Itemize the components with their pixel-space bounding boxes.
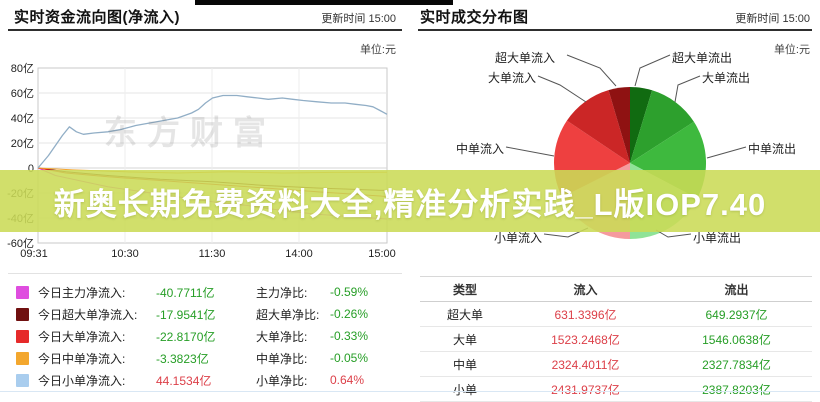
svg-text:10:30: 10:30 — [111, 248, 139, 260]
cell-type: 中单 — [452, 357, 477, 372]
table-row-xl: 超大单 631.3396亿 649.2937亿 — [420, 302, 812, 327]
medium-net-label: 今日中单净流入: — [38, 351, 126, 366]
svg-text:20亿: 20亿 — [11, 137, 34, 150]
cell-inflow: 1523.2468亿 — [551, 332, 620, 347]
svg-text:14:00: 14:00 — [285, 248, 313, 260]
cell-outflow: 649.2937亿 — [705, 307, 768, 322]
medium-ratio-label: 中单净比: — [256, 351, 308, 366]
col-type: 类型 — [452, 282, 477, 297]
medium-net-swatch — [16, 351, 29, 365]
legend-row-large: 今日大单净流入: -22.8170亿 大单净比: -0.33% — [16, 325, 408, 347]
large-net-label: 今日大单净流入: — [38, 329, 126, 344]
medium-net-value: -3.3823亿 — [156, 351, 209, 366]
legend-row-medium: 今日中单净流入: -3.3823亿 中单净比: -0.05% — [16, 347, 408, 369]
ad-banner[interactable]: 新奥长期免费资料大全,精准分析实践_L版IOP7.40 — [0, 170, 820, 232]
cell-type: 小单 — [452, 382, 477, 397]
large-net-value: -22.8170亿 — [156, 329, 216, 344]
trade-distribution-unit: 单位:元 — [773, 44, 810, 56]
capital-flow-unit: 单位:元 — [359, 44, 396, 56]
xl-ratio-label: 超大单净比: — [256, 307, 320, 322]
cell-inflow: 631.3396亿 — [554, 307, 617, 322]
legend-row-small: 今日小单净流入: 44.1534亿 小单净比: 0.64% — [16, 369, 408, 391]
pie-label-small-out: 小单流出 — [693, 231, 742, 245]
pie-label-large-out: 大单流出 — [702, 71, 751, 85]
pie-label-small-in: 小单流入 — [494, 231, 543, 245]
small-ratio-value: 0.64% — [330, 373, 365, 387]
cell-outflow: 2387.8203亿 — [702, 382, 771, 397]
main-net-value: -40.7711亿 — [156, 285, 215, 300]
pie-leader-lines — [505, 54, 747, 238]
main-ratio-label: 主力净比: — [256, 285, 308, 300]
watermark: 东方财富 — [104, 114, 276, 151]
pie-label-medium-out: 中单流出 — [748, 142, 797, 156]
pie-label-xl-out: 超大单流出 — [672, 51, 733, 65]
small-net-label: 今日小单净流入: — [38, 373, 126, 388]
svg-text:40亿: 40亿 — [11, 112, 34, 125]
large-net-swatch — [16, 329, 29, 343]
main-ratio-value: -0.59% — [330, 285, 369, 299]
header-divider — [418, 29, 812, 31]
cell-inflow: 2431.9737亿 — [551, 382, 620, 397]
pie-label-medium-in: 中单流入 — [456, 142, 505, 156]
main-net-label: 今日主力净流入: — [38, 285, 126, 300]
pie-label-xl-in: 超大单流入 — [495, 51, 556, 65]
cell-outflow: 1546.0638亿 — [702, 332, 771, 347]
col-outflow: 流出 — [724, 282, 749, 297]
svg-text:09:31: 09:31 — [20, 248, 48, 260]
svg-text:11:30: 11:30 — [199, 248, 226, 260]
legend-divider — [8, 273, 402, 274]
flow-x-tick-labels: 09:31 10:30 11:30 14:00 15:00 — [20, 248, 396, 260]
capital-flow-title: 实时资金流向图(净流入) — [14, 9, 180, 26]
ad-banner-text: 新奥长期免费资料大全,精准分析实践_L版IOP7.40 — [53, 186, 767, 222]
large-ratio-label: 大单净比: — [256, 329, 308, 344]
header-divider — [8, 29, 402, 31]
trade-table: 类型 流入 流出 超大单 631.3396亿 649.2937亿 大单 1523… — [420, 276, 812, 402]
xl-ratio-value: -0.26% — [330, 307, 369, 321]
cell-outflow: 2327.7834亿 — [702, 357, 771, 372]
trade-pie-chart — [505, 54, 747, 239]
large-ratio-value: -0.33% — [330, 329, 369, 343]
bottom-divider — [0, 391, 820, 392]
small-ratio-label: 小单净比: — [256, 373, 308, 388]
medium-ratio-value: -0.05% — [330, 351, 369, 365]
main-net-swatch — [16, 285, 29, 299]
svg-text:0: 0 — [28, 163, 34, 175]
trade-table-header: 类型 流入 流出 — [420, 276, 812, 302]
svg-text:60亿: 60亿 — [11, 87, 34, 100]
small-net-swatch — [16, 373, 29, 387]
legend-row-xl: 今日超大单净流入: -17.9541亿 超大单净比: -0.26% — [16, 303, 408, 325]
trade-distribution-update-time: 更新时间 15:00 — [735, 13, 810, 25]
svg-text:15:00: 15:00 — [368, 248, 396, 260]
svg-text:80亿: 80亿 — [11, 62, 34, 75]
trade-distribution-title: 实时成交分布图 — [420, 9, 529, 26]
capital-flow-update-time: 更新时间 15:00 — [321, 13, 396, 25]
cell-inflow: 2324.4011亿 — [551, 357, 620, 372]
table-row-large: 大单 1523.2468亿 1546.0638亿 — [420, 327, 812, 352]
table-row-small: 小单 2431.9737亿 2387.8203亿 — [420, 377, 812, 402]
table-row-medium: 中单 2324.4011亿 2327.7834亿 — [420, 352, 812, 377]
small-net-value: 44.1534亿 — [156, 373, 212, 388]
cell-type: 大单 — [452, 332, 477, 347]
svg-text:-60亿: -60亿 — [7, 237, 34, 250]
cell-type: 超大单 — [446, 307, 483, 322]
top-black-strip — [195, 0, 453, 5]
pie-label-large-in: 大单流入 — [488, 71, 537, 85]
xl-net-label: 今日超大单净流入: — [38, 307, 138, 322]
xl-net-swatch — [16, 307, 29, 321]
col-inflow: 流入 — [573, 282, 598, 297]
legend-row-main: 今日主力净流入: -40.7711亿 主力净比: -0.59% — [16, 281, 408, 303]
xl-net-value: -17.9541亿 — [156, 307, 216, 322]
